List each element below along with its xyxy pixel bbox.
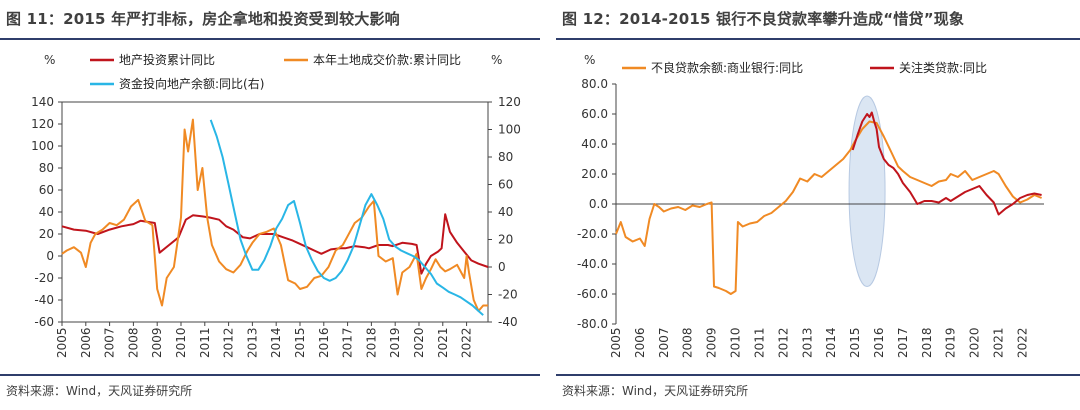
highlight-ellipse: [848, 95, 886, 287]
plot-frame-left: [61, 101, 489, 323]
y2-tick-label-right: 80: [498, 150, 513, 164]
x-tick-label: 2008: [681, 327, 695, 358]
x-tick-label: 2020: [968, 327, 982, 358]
y2-tick-label-right: -20: [498, 288, 518, 302]
y-tick-label-left: -40: [34, 293, 54, 307]
y-tick-label-left: -20: [34, 271, 54, 285]
y-tick-label-left: 120: [31, 117, 54, 131]
y2-tick-label-right: 60: [498, 178, 513, 192]
x-tick-label: 2018: [920, 327, 934, 358]
x-tick-label: 2014: [824, 327, 838, 358]
series-line-2: [851, 111, 1042, 216]
x-tick-label-left: 2015: [293, 327, 307, 358]
source-note-left: 资料来源：Wind，天风证券研究所: [6, 384, 193, 398]
y2-tick-label-right: 120: [498, 95, 521, 109]
x-tick-label-left: 2007: [103, 327, 117, 358]
x-tick-label-left: 2021: [436, 327, 450, 358]
footer-rule-left: [0, 374, 540, 376]
x-tick-label: 2010: [729, 327, 743, 358]
x-tick-label: 2006: [633, 327, 647, 358]
series-line-2: [61, 118, 488, 312]
x-tick-label-left: 2008: [126, 327, 140, 358]
legend-label: 资金投向地产余额:同比(右): [119, 76, 264, 91]
y-tick-label: 0.0: [589, 197, 608, 211]
y-tick-label: 80.0: [581, 77, 608, 91]
y-tick-label-left: 100: [31, 139, 54, 153]
x-tick-label-left: 2016: [317, 327, 331, 358]
title-rule-right: [556, 38, 1080, 40]
x-tick-label-left: 2022: [460, 327, 474, 358]
y-tick-label-left: 40: [39, 205, 54, 219]
chart-right-svg: -80.0 -60.0 -40.0 -20.0 0.0 20.0 40.0 60.0 80.0 2…: [577, 53, 1044, 358]
x-tick-label-left: 2011: [198, 327, 212, 358]
series-line-1: [615, 120, 1042, 295]
x-tick-label: 2017: [896, 327, 910, 358]
chart-panel-left: 图 11：2015 年严打非标，房企拿地和投资受到较大影响 -60 -40 -20 0…: [0, 10, 540, 398]
y-tick-label-left: -60: [34, 315, 54, 329]
y-tick-label-left: 60: [39, 183, 54, 197]
x-tick-label: 2013: [800, 327, 814, 358]
y-tick-label: 20.0: [581, 167, 608, 181]
y-tick-label: -60.0: [577, 287, 608, 301]
y-tick-label: 60.0: [581, 107, 608, 121]
y-tick-label: -80.0: [577, 317, 608, 331]
x-tick-label: 2016: [872, 327, 886, 358]
y-axis-unit-left: %: [44, 53, 55, 67]
x-tick-label-left: 2019: [388, 327, 402, 358]
y2-tick-label-right: 0: [498, 260, 506, 274]
x-tick-label: 2021: [992, 327, 1006, 358]
chart-left-svg: -60 -40 -20 0 20 40 60 80 100 120 140 -40 -20 0 20 40 60…: [31, 52, 521, 358]
x-tick-label-left: 2010: [174, 327, 188, 358]
x-tick-label-left: 2013: [245, 327, 259, 358]
legend-label: 地产投资累计同比: [119, 52, 215, 67]
legend-label: 本年土地成交价款:累计同比: [313, 52, 461, 67]
chart-panel-right: 图 12：2014-2015 银行不良贷款率攀升造成“惜贷”现象 -80.0 -6…: [556, 0, 1080, 410]
x-tick-label-left: 2018: [364, 327, 378, 358]
x-tick-label: 2015: [848, 327, 862, 358]
legend-label: 不良贷款余额:商业银行:同比: [651, 60, 803, 75]
series-line-1: [61, 213, 489, 275]
y-tick-label-left: 140: [31, 95, 54, 109]
y-tick-label-left: 0: [46, 249, 54, 263]
x-tick-label-left: 2006: [79, 327, 93, 358]
y-tick-label: -20.0: [577, 227, 608, 241]
x-tick-label-left: 2014: [269, 327, 283, 358]
x-tick-label: 2011: [752, 327, 766, 358]
y2-tick-label-right: -40: [498, 315, 518, 329]
x-tick-label: 2022: [1015, 327, 1029, 358]
chart-title-left: 图 11：2015 年严打非标，房企拿地和投资受到较大影响: [6, 10, 400, 28]
footer-rule-right: [556, 374, 1080, 376]
y-axis-unit-right: %: [491, 53, 502, 67]
y2-tick-label-right: 40: [498, 205, 513, 219]
x-tick-label-left: 2009: [150, 327, 164, 358]
x-tick-label: 2019: [944, 327, 958, 358]
x-tick-label-left: 2017: [341, 327, 355, 358]
y-tick-label: -40.0: [577, 257, 608, 271]
chart-title-right: 图 12：2014-2015 银行不良贷款率攀升造成“惜贷”现象: [562, 10, 965, 28]
y-tick-label-left: 80: [39, 161, 54, 175]
x-tick-label-left: 2012: [222, 327, 236, 358]
y2-tick-label-right: 100: [498, 123, 521, 137]
y2-tick-label-right: 20: [498, 233, 513, 247]
series-line-3: [209, 119, 484, 316]
y-tick-label-left: 20: [39, 227, 54, 241]
legend-label: 关注类贷款:同比: [899, 60, 987, 75]
title-rule-left: [0, 38, 540, 40]
y-axis-unit: %: [584, 53, 595, 67]
x-tick-label-left: 2020: [412, 327, 426, 358]
x-tick-label: 2005: [609, 327, 623, 358]
y-tick-label: 40.0: [581, 137, 608, 151]
x-tick-label: 2012: [776, 327, 790, 358]
x-tick-label: 2007: [657, 327, 671, 358]
x-tick-label-left: 2005: [55, 327, 69, 358]
x-tick-label: 2009: [705, 327, 719, 358]
source-note-right: 资料来源：Wind，天风证券研究所: [562, 384, 749, 398]
